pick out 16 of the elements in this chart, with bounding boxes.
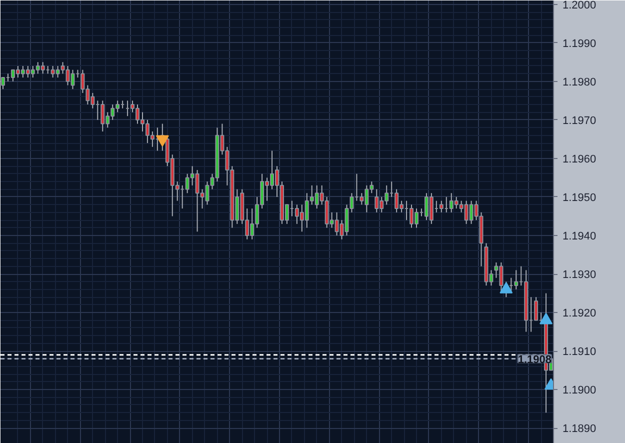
y-tick-label: 1.1940 <box>562 230 596 242</box>
y-tick-label: 1.1960 <box>562 153 596 166</box>
point <box>540 312 553 324</box>
y-tick-label: 1.1920 <box>562 308 596 320</box>
y-tick-label: 1.1950 <box>562 192 596 204</box>
point <box>156 135 169 147</box>
y-tick-label: 1.1900 <box>562 384 596 397</box>
y-tick-label: 1.1910 <box>562 346 596 358</box>
y-tick-label: 1.2000 <box>562 0 596 12</box>
y-tick-label: 1.1970 <box>562 114 596 127</box>
y-tick-label: 1.1980 <box>562 76 596 88</box>
ref-line-label: 1.1908 <box>518 354 552 366</box>
point <box>500 282 513 294</box>
y-tick-label: 1.1990 <box>562 38 596 50</box>
y-tick-label: 1.1890 <box>562 423 596 436</box>
y-tick-label: 1.1930 <box>562 269 596 282</box>
